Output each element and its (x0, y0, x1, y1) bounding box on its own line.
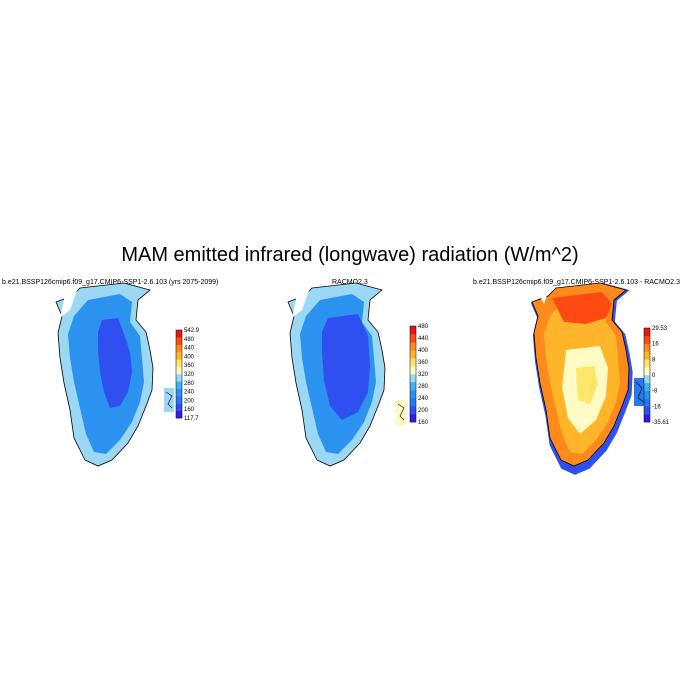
colorbar-swatch (410, 358, 416, 367)
colorbar-tick-label: 400 (418, 348, 429, 354)
colorbar-tick-label: 320 (184, 372, 195, 378)
colorbar-swatch (176, 396, 182, 404)
colorbar-swatch (644, 406, 650, 415)
colorbar-swatch (176, 366, 182, 375)
map-panel-3 (530, 282, 646, 475)
colorbar-swatch (644, 351, 650, 360)
colorbar-swatch (176, 410, 182, 419)
colorbar-swatch (644, 398, 650, 407)
map-panel-2 (287, 282, 406, 467)
colorbar-swatch (176, 403, 182, 411)
colorbar-swatch (410, 342, 416, 351)
colorbar-swatch (644, 382, 650, 391)
colorbar-swatch (410, 350, 416, 359)
colorbar-swatch (410, 334, 416, 343)
colorbar-tick-label: -35.61 (652, 420, 670, 426)
colorbar-tick-label: 16 (652, 342, 659, 348)
colorbar-tick-label: 360 (184, 363, 195, 369)
colorbar-panel-2: 480 440 400 360 320 280 240 200 160 (409, 324, 429, 426)
colorbar-tick-label: 360 (418, 360, 429, 366)
colorbar-swatch (410, 414, 416, 423)
colorbar-swatch (410, 398, 416, 407)
colorbar-swatch (410, 374, 416, 383)
colorbar-swatch (410, 326, 416, 335)
colorbar-tick-label: 280 (418, 384, 429, 390)
colorbar-tick-label: 29.53 (652, 326, 668, 332)
colorbar-frame (643, 327, 651, 423)
figure-title: MAM emitted infrared (longwave) radiatio… (121, 244, 579, 266)
colorbar-panel-1: 542.9 480 440 400 360 320 280 240 200 160 117.7 (175, 328, 200, 422)
colorbar-tick-label: 542.9 (184, 328, 200, 334)
colorbar-tick-label: 480 (184, 337, 195, 343)
colorbar-swatch (176, 344, 182, 353)
panel-1-title: b.e21.BSSP126cmip6.f09_g17.CMIP6-SSP1-2.… (2, 279, 219, 286)
colorbar-swatch (176, 381, 182, 389)
northern-fjord-wedge (60, 288, 78, 318)
colorbar-swatch (176, 352, 182, 360)
colorbar-swatch (176, 337, 182, 345)
colorbar-tick-label: 280 (184, 381, 195, 387)
colorbar-swatch (410, 366, 416, 375)
colorbar-frame (175, 329, 183, 419)
colorbar-frame (409, 325, 417, 423)
colorbar-tick-label: 400 (184, 354, 195, 360)
panel-2-title: RACMO2.3 (332, 279, 368, 286)
colorbar-tick-label: -16 (652, 404, 661, 410)
map-panel-1 (55, 282, 174, 467)
colorbar-swatch (644, 414, 650, 423)
colorbar-swatch (644, 390, 650, 399)
colorbar-tick-label: 440 (184, 346, 195, 352)
colorbar-swatch (644, 375, 650, 384)
colorbar-tick-label: 240 (184, 390, 195, 396)
colorbar-tick-label: 440 (418, 336, 429, 342)
colorbar-swatch (176, 388, 182, 397)
colorbar-tick-label: 160 (418, 420, 429, 426)
colorbar-tick-label: 8 (652, 357, 656, 363)
colorbar-tick-label: 117.7 (184, 416, 199, 422)
colorbar-swatch (644, 359, 650, 368)
colorbar-swatch (410, 406, 416, 415)
colorbar-tick-label: -8 (652, 389, 658, 395)
colorbar-swatch (644, 335, 650, 344)
colorbar-tick-label: 480 (418, 324, 429, 330)
colorbar-tick-label: 160 (184, 407, 195, 413)
colorbar-swatch (644, 343, 650, 352)
colorbar-swatch (176, 374, 182, 382)
colorbar-swatch (176, 359, 182, 367)
colorbar-swatch (176, 330, 182, 338)
colorbar-swatch (410, 390, 416, 399)
colorbar-panel-3: 29.53 16 8 0 -8 -16 -35.61 (643, 326, 670, 426)
colorbar-tick-label: 200 (184, 398, 195, 404)
colorbar-swatch (410, 382, 416, 391)
colorbar-tick-label: 200 (418, 408, 429, 414)
colorbar-tick-label: 320 (418, 372, 429, 378)
colorbar-tick-label: 0 (652, 373, 656, 379)
colorbar-tick-label: 240 (418, 396, 429, 402)
panel-3-title: b.e21.BSSP126cmip6.f09_g17.CMIP6-SSP1-2.… (473, 279, 680, 286)
colorbar-swatch (644, 367, 650, 376)
colorbar-swatch (644, 328, 650, 337)
